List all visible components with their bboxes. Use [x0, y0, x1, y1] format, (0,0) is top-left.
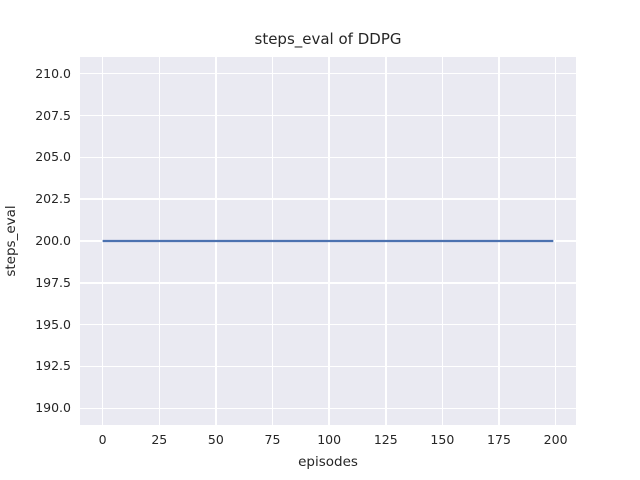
y-tick-label: 197.5: [35, 274, 71, 290]
chart-title: steps_eval of DDPG: [254, 30, 402, 48]
x-tick-label: 125: [373, 432, 398, 447]
x-tick-label: 175: [487, 432, 511, 447]
x-tick-label: 100: [317, 432, 342, 447]
y-tick-label: 202.5: [35, 191, 71, 207]
plot-area: 0 25 50 75 100 125 150 175 200 190.0 192.5 195.0 197…: [35, 57, 576, 447]
y-tick-label: 195.0: [35, 316, 71, 332]
x-tick-label: 200: [543, 432, 568, 447]
x-tick-label: 150: [430, 432, 455, 447]
y-tick-label: 207.5: [35, 107, 71, 123]
y-gridline: [80, 198, 576, 200]
y-tick-label: 205.0: [35, 149, 71, 165]
x-tick-label: 50: [207, 432, 224, 447]
x-tick-label: 75: [264, 432, 281, 447]
y-tick-label: 190.0: [35, 400, 71, 416]
y-gridline: [80, 72, 576, 75]
y-gridline: [80, 407, 576, 410]
y-gridline: [80, 114, 576, 117]
y-tick-label: 210.0: [35, 65, 71, 81]
y-tick-label: 192.5: [35, 358, 71, 374]
x-tick-label: 0: [98, 432, 107, 447]
y-tick-label: 200.0: [35, 233, 71, 248]
y-gridline: [80, 156, 576, 159]
series-layer: [102, 239, 554, 243]
y-gridline: [80, 323, 576, 326]
y-gridline: [80, 282, 576, 284]
y-axis-label: steps_eval: [3, 205, 19, 277]
x-axis-label: episodes: [298, 454, 358, 470]
x-tick-label: 25: [151, 432, 168, 447]
y-gridline: [80, 365, 576, 368]
